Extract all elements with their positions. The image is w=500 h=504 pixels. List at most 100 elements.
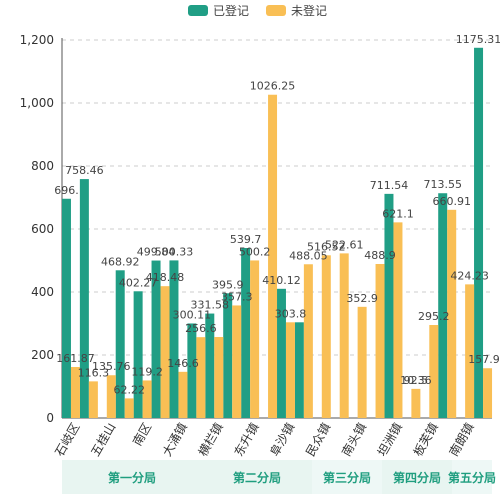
bar-unregistered[interactable] <box>429 325 439 418</box>
bar-unregistered[interactable] <box>250 260 260 418</box>
bar-registered[interactable] <box>133 291 143 418</box>
x-category-label: 板芙镇 <box>411 421 441 459</box>
x-category-label: 东升镇 <box>232 421 262 459</box>
bar-unregistered[interactable] <box>303 264 313 418</box>
bar-unregistered[interactable] <box>447 209 457 418</box>
data-label: 499.84 <box>137 246 176 259</box>
bar-unregistered[interactable] <box>196 337 206 418</box>
data-label: 500.2 <box>239 245 271 258</box>
data-label: 539.7 <box>230 233 262 246</box>
bar-registered[interactable] <box>205 313 215 418</box>
legend-swatch[interactable] <box>188 5 208 16</box>
bar-unregistered[interactable] <box>357 306 367 418</box>
bar-unregistered[interactable] <box>142 380 152 418</box>
y-tick-label: 600 <box>31 222 54 236</box>
x-category-label: 横栏镇 <box>195 420 226 459</box>
data-label: 488.05 <box>289 249 328 262</box>
data-label: 62.22 <box>113 383 145 396</box>
bar-registered[interactable] <box>438 193 448 418</box>
bar-registered[interactable] <box>61 198 71 418</box>
bar-registered[interactable] <box>169 260 179 418</box>
data-label: 331.58 <box>191 299 230 312</box>
legend-label[interactable]: 已登记 <box>213 3 249 18</box>
bar-unregistered[interactable] <box>160 286 170 418</box>
bar-registered[interactable] <box>151 260 161 418</box>
bar-unregistered[interactable] <box>465 284 475 418</box>
data-label: 468.92 <box>101 255 140 268</box>
data-label: 146.6 <box>167 357 199 370</box>
x-category-label: 民众镇 <box>303 421 333 459</box>
bar-registered[interactable] <box>241 247 251 418</box>
group-label: 第一分局 <box>108 470 156 485</box>
data-label: 758.46 <box>65 164 104 177</box>
bar-unregistered[interactable] <box>232 305 242 418</box>
x-category-label: 南头镇 <box>338 420 369 459</box>
bar-unregistered[interactable] <box>178 371 188 418</box>
bar-registered[interactable] <box>294 322 304 418</box>
bar-unregistered[interactable] <box>70 367 80 418</box>
bar-unregistered[interactable] <box>214 337 224 418</box>
data-label: 660.91 <box>432 195 471 208</box>
data-label: 135.76 <box>92 360 131 373</box>
data-label: 713.55 <box>423 178 462 191</box>
data-label: 410.12 <box>262 274 301 287</box>
group-band <box>312 460 382 494</box>
data-label: 256.6 <box>185 322 217 335</box>
bar-unregistered[interactable] <box>106 375 116 418</box>
data-label: 300.11 <box>173 308 212 321</box>
bar-unregistered[interactable] <box>483 368 493 418</box>
x-category-label: 五桂山 <box>87 420 118 459</box>
group-label: 第三分局 <box>323 470 371 485</box>
group-band <box>62 460 202 494</box>
data-label: 116.3 <box>78 366 110 379</box>
group-band <box>452 460 492 494</box>
y-tick-label: 1,200 <box>20 33 54 47</box>
data-label: 621.1 <box>382 207 414 220</box>
data-label: 522.61 <box>325 238 364 251</box>
legend-swatch[interactable] <box>266 5 286 16</box>
bar-unregistered[interactable] <box>285 322 295 418</box>
x-category-label: 石岐区 <box>52 421 82 459</box>
bar-unregistered[interactable] <box>375 263 385 418</box>
data-label: 357.3 <box>221 290 253 303</box>
data-label: 424.23 <box>450 269 489 282</box>
bar-unregistered[interactable] <box>339 253 349 418</box>
legend-label[interactable]: 未登记 <box>291 3 327 18</box>
bar-unregistered[interactable] <box>393 222 403 418</box>
bar-registered[interactable] <box>187 323 197 418</box>
data-label: 119.2 <box>131 365 163 378</box>
data-label: 352.9 <box>346 292 378 305</box>
bar-unregistered[interactable] <box>124 398 134 418</box>
data-label: 295.2 <box>418 310 450 323</box>
data-label: 10.36 <box>400 374 432 387</box>
bar-unregistered[interactable] <box>411 388 421 418</box>
data-label: 395.9 <box>212 278 244 291</box>
bar-registered[interactable] <box>384 193 394 418</box>
bar-unregistered[interactable] <box>321 255 331 418</box>
bar-registered[interactable] <box>223 293 233 418</box>
x-category-label: 阜沙镇 <box>267 421 297 459</box>
bar-registered[interactable] <box>276 288 286 418</box>
y-tick-label: 800 <box>31 159 54 173</box>
x-category-label: 大涌镇 <box>160 421 190 459</box>
bar-unregistered[interactable] <box>88 381 98 418</box>
bar-registered[interactable] <box>474 47 484 419</box>
bar-registered[interactable] <box>79 179 89 418</box>
y-tick-label: 0 <box>46 411 54 425</box>
data-label: 418.48 <box>146 271 185 284</box>
bar-registered[interactable] <box>115 270 125 418</box>
group-label: 第五分局 <box>448 470 496 485</box>
group-band <box>382 460 452 494</box>
group-band <box>202 460 312 494</box>
y-tick-label: 200 <box>31 348 54 362</box>
data-label: 711.54 <box>370 179 409 192</box>
data-label: 1175.31 <box>456 33 500 46</box>
data-label: 92.5 <box>404 374 429 387</box>
data-label: 516.52 <box>307 240 346 253</box>
bar-unregistered[interactable] <box>268 94 278 418</box>
data-label: 303.8 <box>275 307 307 320</box>
data-label: 696. <box>54 184 79 197</box>
data-label: 500.33 <box>155 245 194 258</box>
